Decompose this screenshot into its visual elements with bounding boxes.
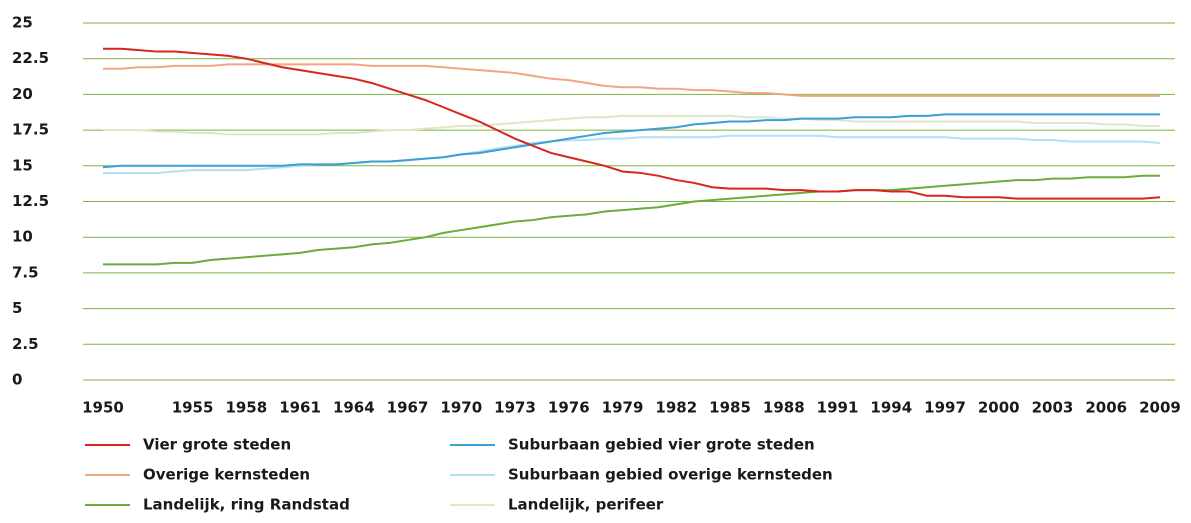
legend-label: Landelijk, perifeer bbox=[508, 496, 664, 514]
y-tick-label: 2.5 bbox=[12, 335, 39, 353]
series-line bbox=[103, 47, 1161, 200]
series-line bbox=[103, 114, 1160, 136]
series-line bbox=[102, 113, 1160, 169]
x-tick-label: 1961 bbox=[279, 399, 321, 417]
x-tick-label: 1970 bbox=[440, 399, 482, 417]
y-tick-label: 0 bbox=[12, 371, 22, 389]
y-tick-label: 17.5 bbox=[12, 121, 49, 139]
y-tick-label: 5 bbox=[12, 299, 22, 317]
x-tick-label: 2006 bbox=[1085, 399, 1127, 417]
x-tick-label: 1997 bbox=[924, 399, 966, 417]
x-tick-label: 1976 bbox=[548, 399, 590, 417]
legend-label: Vier grote steden bbox=[143, 436, 291, 454]
x-tick-label: 1958 bbox=[225, 399, 267, 417]
x-tick-label: 1955 bbox=[172, 399, 214, 417]
x-tick-label: 1991 bbox=[817, 399, 859, 417]
x-tick-label: 1973 bbox=[494, 399, 536, 417]
series-line bbox=[103, 174, 1160, 266]
legend-label: Suburbaan gebied overige kernsteden bbox=[508, 466, 833, 484]
x-tick-label: 1985 bbox=[709, 399, 751, 417]
x-tick-label: 1964 bbox=[333, 399, 375, 417]
y-tick-label: 10 bbox=[12, 228, 33, 246]
x-tick-label: 1967 bbox=[387, 399, 429, 417]
y-tick-label: 20 bbox=[12, 85, 33, 103]
y-tick-label: 7.5 bbox=[12, 263, 39, 281]
y-tick-label: 22.5 bbox=[12, 49, 49, 67]
legend-label: Landelijk, ring Randstad bbox=[143, 496, 350, 514]
series-line bbox=[103, 63, 1160, 97]
x-tick-label: 1994 bbox=[870, 399, 912, 417]
x-tick-label: 2000 bbox=[978, 399, 1020, 417]
y-tick-label: 12.5 bbox=[12, 192, 49, 210]
x-tick-label: 1982 bbox=[655, 399, 697, 417]
legend-label: Suburbaan gebied vier grote steden bbox=[508, 436, 815, 454]
x-tick-label: 2009 bbox=[1139, 399, 1181, 417]
x-tick-label: 2003 bbox=[1032, 399, 1074, 417]
legend-label: Overige kernsteden bbox=[143, 466, 310, 484]
series-line bbox=[103, 134, 1161, 174]
x-tick-label: 1988 bbox=[763, 399, 805, 417]
y-tick-label: 25 bbox=[12, 14, 33, 32]
x-tick-label: 1979 bbox=[602, 399, 644, 417]
y-tick-label: 15 bbox=[12, 156, 33, 174]
x-tick-label: 1950 bbox=[82, 399, 124, 417]
